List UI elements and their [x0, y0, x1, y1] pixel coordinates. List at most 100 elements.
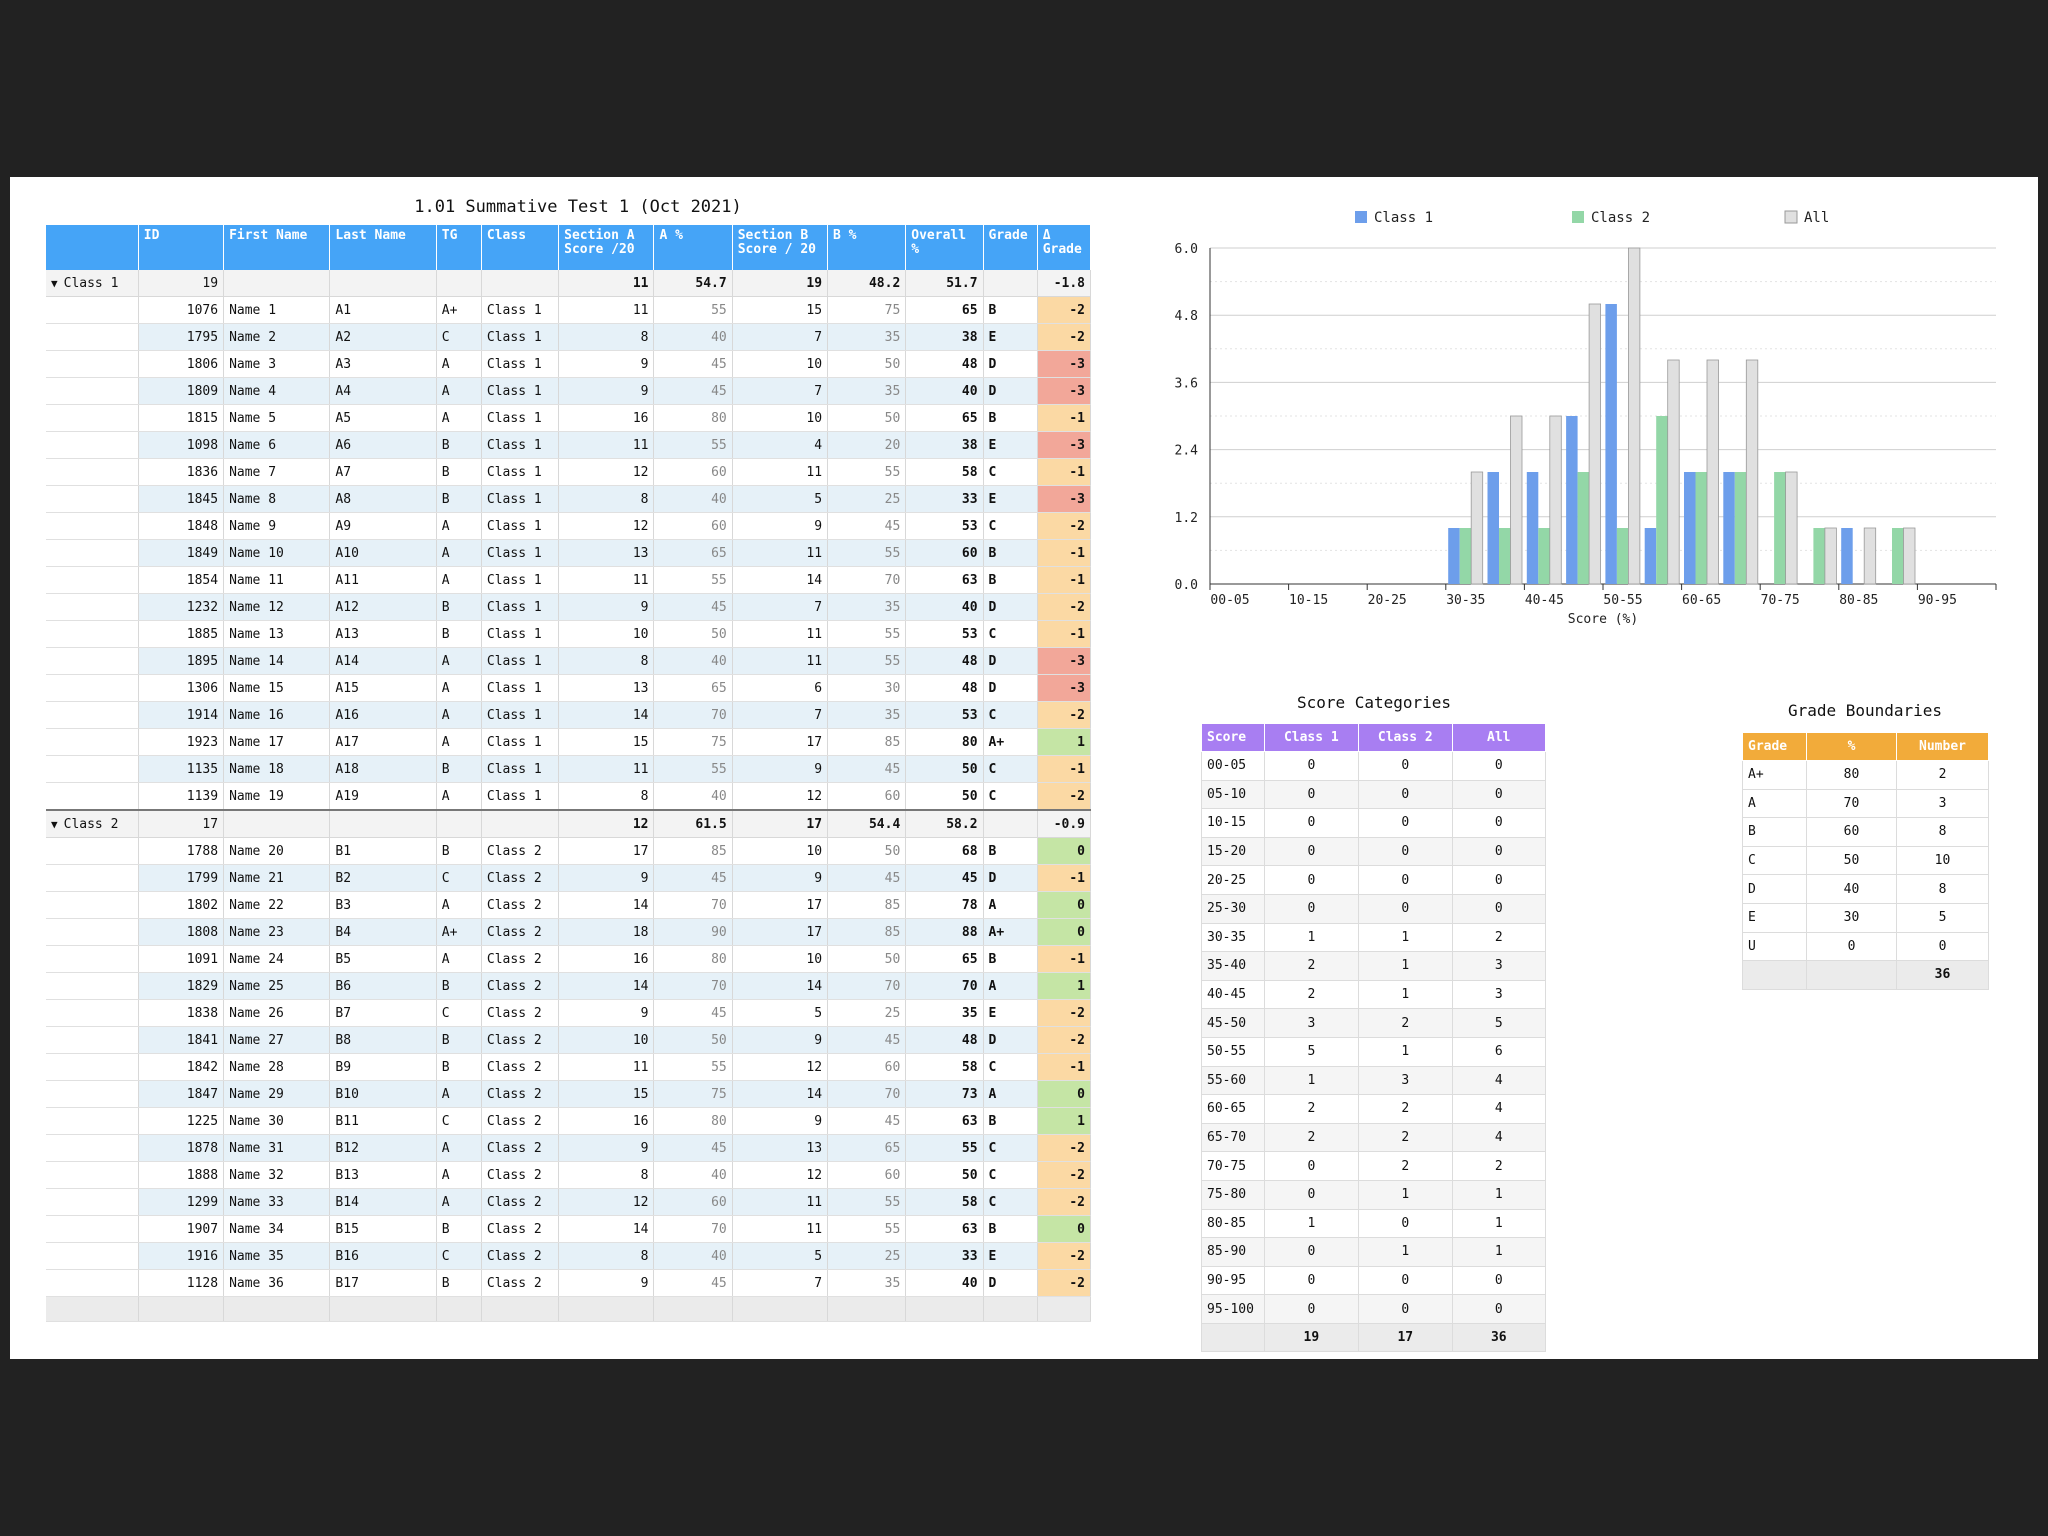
section-b-score: 14: [732, 1080, 829, 1108]
table-row: 1923 Name 17 A17 A Class 1 15 75 17 85 80 A+ 1: [46, 728, 1092, 756]
empty-cell: [436, 809, 482, 838]
b-percent: 75: [827, 296, 907, 324]
section-b-score: 11: [732, 620, 829, 648]
grade-percent: 70: [1806, 788, 1897, 819]
score-count: 0: [1263, 1179, 1360, 1210]
student-id: 1128: [138, 1269, 225, 1297]
table-row: 1829 Name 25 B6 B Class 2 14 70 14 70 70 A 1: [46, 972, 1092, 1000]
last-name: A16: [329, 701, 437, 729]
score-count: 2: [1263, 1122, 1360, 1153]
delta-grade: -2: [1037, 593, 1092, 621]
score-range: 20-25: [1201, 865, 1265, 895]
score-range: 05-10: [1201, 779, 1265, 810]
grade: B: [983, 539, 1038, 567]
target-grade: B: [436, 1215, 482, 1243]
class-name: Class 1: [481, 593, 560, 621]
grade: D: [983, 593, 1038, 621]
table-row: 1842 Name 28 B9 B Class 2 11 55 12 60 58 C -1: [46, 1053, 1092, 1081]
student-id: 1885: [138, 620, 225, 648]
target-grade: C: [436, 999, 482, 1027]
section-b-score: 14: [732, 566, 829, 594]
column-header: A %: [653, 225, 733, 270]
bar-all: [1745, 359, 1759, 585]
section-b-score: 11: [732, 458, 829, 486]
first-name: Name 15: [223, 674, 331, 702]
delta-grade: 1: [1037, 972, 1092, 1000]
a-percent: 65: [653, 539, 733, 567]
score-count: 2: [1451, 1151, 1547, 1181]
grade: E: [983, 1242, 1038, 1270]
first-name: Name 19: [223, 782, 331, 811]
class-name: Class 2: [481, 1269, 560, 1297]
table-row: 1135 Name 18 A18 B Class 1 11 55 9 45 50 C -1: [46, 755, 1092, 783]
footer-cell: [1037, 1296, 1092, 1322]
overall-percent: 58: [905, 1053, 984, 1081]
section-a-score: 9: [558, 999, 655, 1027]
section-b-score: 5: [732, 999, 829, 1027]
first-name: Name 13: [223, 620, 331, 648]
footer-cell: [732, 1296, 829, 1322]
delta-grade: -2: [1037, 323, 1092, 351]
section-a-score: 14: [558, 972, 655, 1000]
table-row: 1854 Name 11 A11 A Class 1 11 55 14 70 63 B -1: [46, 566, 1092, 594]
section-b-score: 7: [732, 377, 829, 405]
section-a-score: 9: [558, 593, 655, 621]
a-percent: 60: [653, 458, 733, 486]
bar-class-1: [1684, 472, 1696, 584]
delta-grade: -1: [1037, 458, 1092, 486]
grade-number: 0: [1896, 931, 1989, 962]
group-label[interactable]: ▼ Class 2: [46, 809, 139, 838]
last-name: B13: [329, 1161, 437, 1189]
indent-cell: [46, 647, 139, 675]
target-grade: A: [436, 512, 482, 540]
section-b-score: 10: [732, 837, 829, 865]
group-secA: 12: [558, 809, 655, 838]
delta-grade: -2: [1037, 1134, 1092, 1162]
bar-all: [1706, 359, 1719, 585]
indent-cell: [46, 404, 139, 432]
group-label[interactable]: ▼ Class 1: [46, 270, 139, 297]
sc-row: 90-95 0 0 0: [1201, 1265, 1547, 1296]
indent-cell: [46, 1080, 139, 1108]
class-name: Class 2: [481, 972, 560, 1000]
grade: B: [983, 1215, 1038, 1243]
first-name: Name 5: [223, 404, 331, 432]
table-row: 1299 Name 33 B14 A Class 2 12 60 11 55 58 C -2: [46, 1188, 1092, 1216]
indent-cell: [46, 620, 139, 648]
footer-cell: [827, 1296, 907, 1322]
target-grade: C: [436, 1242, 482, 1270]
group-bPct: 54.4: [827, 809, 907, 838]
class-name: Class 1: [481, 701, 560, 729]
a-percent: 75: [653, 1080, 733, 1108]
column-header: Δ Grade: [1037, 225, 1092, 270]
overall-percent: 48: [905, 1026, 984, 1054]
indent-cell: [46, 1026, 139, 1054]
column-header: Section A Score /20: [558, 225, 655, 270]
target-grade: A: [436, 701, 482, 729]
grade: E: [983, 999, 1038, 1027]
sc-row: 75-80 0 1 1: [1201, 1179, 1547, 1210]
b-percent: 55: [827, 1215, 907, 1243]
score-count: 0: [1263, 779, 1360, 810]
last-name: A9: [329, 512, 437, 540]
indent-cell: [46, 891, 139, 919]
target-grade: A: [436, 1188, 482, 1216]
table-header-row: ID First Name Last Name TG Class Section A Sc…: [46, 225, 1092, 270]
last-name: A11: [329, 566, 437, 594]
target-grade: A: [436, 1161, 482, 1189]
grade: E: [983, 431, 1038, 459]
score-range: 80-85: [1201, 1208, 1265, 1239]
indent-cell: [46, 539, 139, 567]
class-name: Class 1: [481, 512, 560, 540]
bar-class-2: [1892, 528, 1904, 584]
section-b-score: 11: [732, 1188, 829, 1216]
section-a-score: 8: [558, 323, 655, 351]
table-row: 1808 Name 23 B4 A+ Class 2 18 90 17 85 88 A+ 0: [46, 918, 1092, 946]
section-b-score: 10: [732, 404, 829, 432]
b-percent: 60: [827, 1053, 907, 1081]
spreadsheet: 1.01 Summative Test 1 (Oct 2021) ID First…: [10, 177, 2038, 1359]
class-name: Class 2: [481, 1161, 560, 1189]
score-count: 0: [1263, 836, 1360, 867]
grade-boundaries-table: Grade% Number A+ 80 2 A 70 3 B 60 8 C 50 10 D 40 8 E 30 5 U…: [1742, 732, 1989, 990]
empty-cell: [983, 270, 1038, 297]
